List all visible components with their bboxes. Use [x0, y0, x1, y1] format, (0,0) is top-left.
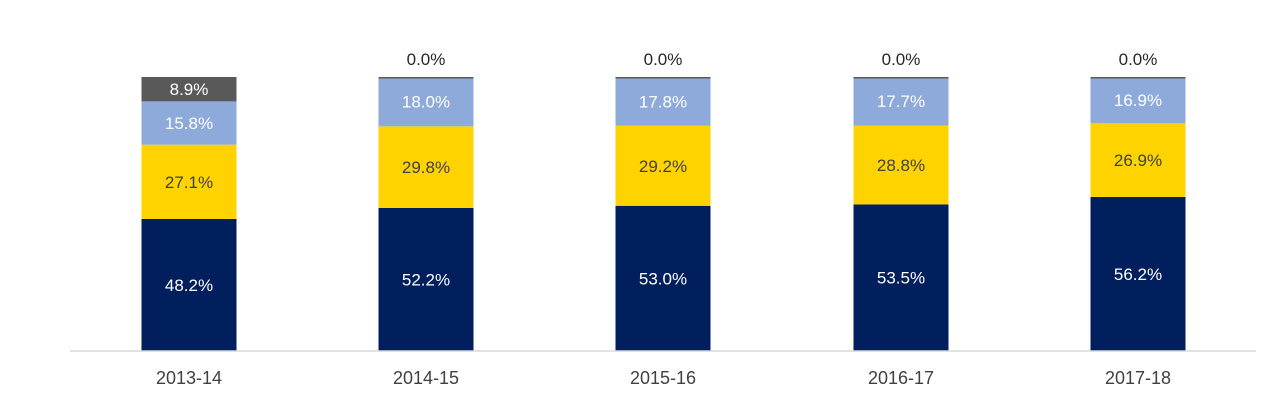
- data-label-1-2013-14: 48.2%: [165, 276, 213, 295]
- bar-segment-2-2013-14: [141, 144, 237, 219]
- data-label-3-2015-16: 17.8%: [639, 92, 687, 111]
- bar-segment-1-2014-15: [378, 207, 474, 351]
- data-label-1-2015-16: 53.0%: [639, 269, 687, 288]
- data-label-1-2014-15: 52.2%: [402, 270, 450, 289]
- bars-layer: [141, 77, 1186, 351]
- data-label-4-2013-14: 8.9%: [170, 80, 209, 99]
- bar-segment-3-2014-15: [378, 77, 474, 127]
- bar-segment-4-2015-16: [615, 77, 711, 79]
- data-label-4-2017-18: 0.0%: [1119, 50, 1158, 69]
- data-label-4-2015-16: 0.0%: [644, 50, 683, 69]
- category-label-2017-18: 2017-18: [1105, 368, 1171, 388]
- data-label-2-2017-18: 26.9%: [1114, 151, 1162, 170]
- bar-segment-3-2013-14: [141, 101, 237, 145]
- bar-segment-2-2014-15: [378, 126, 474, 208]
- data-label-2-2016-17: 28.8%: [877, 156, 925, 175]
- bar-segment-2-2017-18: [1090, 123, 1186, 198]
- labels-layer: 48.2% 27.1% 15.8% 8.9% 52.2% 29.8% 18.0% 0.0% 53…: [165, 50, 1162, 295]
- data-label-2-2014-15: 29.8%: [402, 158, 450, 177]
- bar-segment-1-2015-16: [615, 205, 711, 351]
- category-label-2016-17: 2016-17: [868, 368, 934, 388]
- data-label-4-2014-15: 0.0%: [407, 50, 446, 69]
- data-label-1-2016-17: 53.5%: [877, 269, 925, 288]
- bar-segment-1-2013-14: [141, 218, 237, 351]
- bar-segment-2-2015-16: [615, 125, 711, 206]
- category-labels: 2013-14 2014-15 2015-16 2016-17 2017-18: [156, 368, 1171, 388]
- data-label-2-2015-16: 29.2%: [639, 157, 687, 176]
- bar-segment-1-2017-18: [1090, 197, 1186, 351]
- bar-segment-4-2013-14: [141, 77, 237, 102]
- data-label-3-2017-18: 16.9%: [1114, 91, 1162, 110]
- bar-segment-1-2016-17: [853, 204, 949, 351]
- data-label-1-2017-18: 56.2%: [1114, 265, 1162, 284]
- data-label-2-2013-14: 27.1%: [165, 173, 213, 192]
- bar-segment-3-2017-18: [1090, 77, 1186, 124]
- bar-segment-3-2016-17: [853, 77, 949, 126]
- category-label-2015-16: 2015-16: [630, 368, 696, 388]
- category-label-2014-15: 2014-15: [393, 368, 459, 388]
- bar-segment-4-2017-18: [1090, 77, 1186, 79]
- bar-segment-4-2016-17: [853, 77, 949, 79]
- category-label-2013-14: 2013-14: [156, 368, 222, 388]
- data-label-4-2016-17: 0.0%: [882, 50, 921, 69]
- data-label-3-2014-15: 18.0%: [402, 93, 450, 112]
- data-label-3-2013-14: 15.8%: [165, 114, 213, 133]
- bar-segment-3-2015-16: [615, 77, 711, 126]
- bar-segment-4-2014-15: [378, 77, 474, 79]
- bar-segment-2-2016-17: [853, 125, 949, 205]
- data-label-3-2016-17: 17.7%: [877, 92, 925, 111]
